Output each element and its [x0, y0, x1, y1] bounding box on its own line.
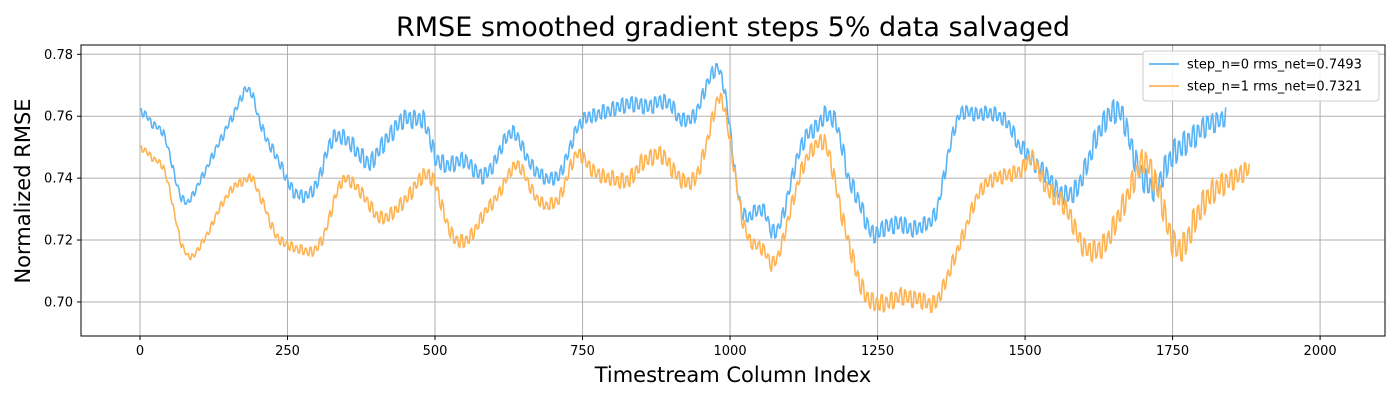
x-tick-label: 500: [423, 344, 448, 359]
legend-label-1: step_n=1 rms_net=0.7321: [1187, 80, 1362, 95]
x-tick-label: 1500: [1009, 344, 1042, 359]
y-tick-label: 0.72: [44, 234, 73, 249]
axis-ticks: 0 250 500 750 1000 1250 1500 1750 2000 0.70 0.72 0.…: [44, 48, 1337, 359]
series-line-1: [139, 92, 1251, 314]
series-line-0: [140, 63, 1227, 244]
chart-title: RMSE smoothed gradient steps 5% data sal…: [396, 12, 1070, 43]
legend: step_n=0 rms_net=0.7493 step_n=1 rms_net=…: [1142, 50, 1380, 102]
y-tick-label: 0.76: [44, 110, 73, 125]
x-tick-label: 1000: [714, 344, 747, 359]
x-tick-label: 2000: [1304, 344, 1337, 359]
x-tick-label: 1250: [861, 344, 894, 359]
legend-box: [1142, 50, 1380, 102]
x-tick-label: 0: [136, 344, 144, 359]
y-tick-label: 0.78: [44, 48, 73, 63]
x-tick-label: 750: [570, 344, 595, 359]
x-tick-label: 1750: [1156, 344, 1189, 359]
y-axis-label: Normalized RMSE: [11, 98, 35, 283]
plot-frame: [80, 44, 1386, 337]
x-tick-label: 250: [275, 344, 300, 359]
x-axis-label: Timestream Column Index: [594, 363, 872, 387]
legend-label-0: step_n=0 rms_net=0.7493: [1187, 58, 1362, 73]
series-lines: [139, 63, 1251, 314]
y-tick-label: 0.74: [44, 172, 73, 187]
y-tick-label: 0.70: [44, 295, 73, 310]
